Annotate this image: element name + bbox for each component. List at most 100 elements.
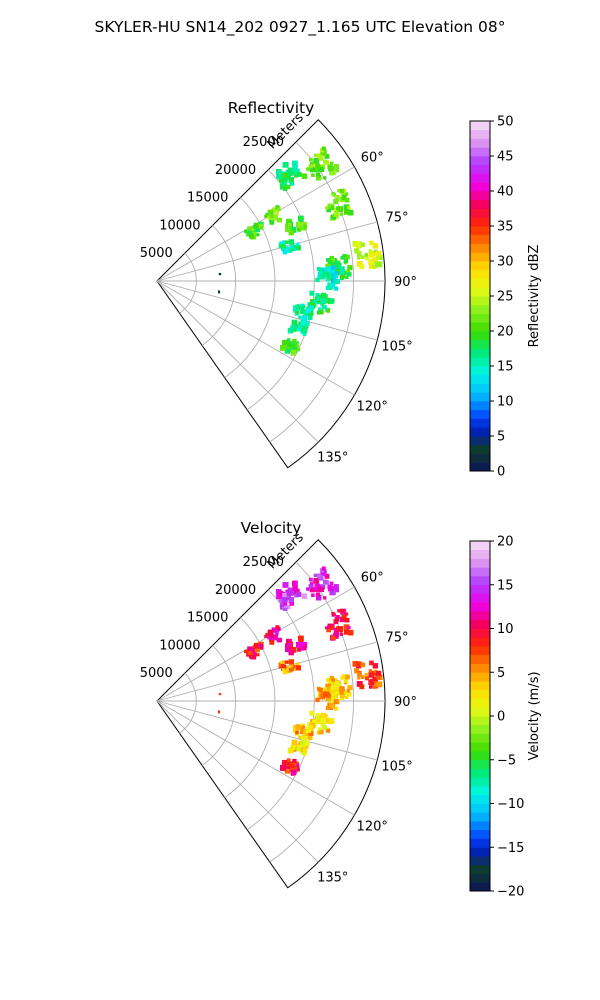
colorbar-segment — [470, 243, 490, 253]
echo-cell — [326, 207, 331, 213]
echo-cell — [372, 243, 379, 249]
colorbar-segment — [470, 304, 490, 314]
echo-cell — [217, 710, 220, 713]
echo-cell — [269, 220, 275, 225]
echo-cell — [290, 764, 295, 768]
echo-cell — [302, 725, 306, 729]
colorbar-segment — [470, 234, 490, 244]
echo-cell — [289, 243, 295, 248]
echo-cell — [290, 349, 297, 356]
colorbar-segment — [470, 278, 490, 288]
echo-cell — [327, 680, 333, 686]
echo-cell — [283, 582, 289, 588]
echo-cell — [345, 275, 349, 280]
echo-cell — [284, 666, 291, 673]
echo-cell — [365, 676, 369, 681]
echo-cell — [281, 596, 288, 603]
echo-cell — [287, 747, 294, 754]
echo-cell — [297, 642, 304, 648]
echo-cell — [325, 698, 329, 702]
echo-cell — [289, 346, 295, 353]
colorbar-segment — [470, 663, 490, 673]
echo-cell — [281, 176, 288, 183]
colorbar-label: Reflectivity dBZ — [527, 245, 542, 348]
range-tick-label: 15000 — [187, 611, 228, 626]
echo-cell — [333, 279, 339, 285]
echo-cell — [292, 160, 298, 167]
echo-cell — [295, 746, 302, 752]
echo-cell — [287, 642, 292, 647]
echo-cell — [304, 321, 310, 326]
echo-cell — [244, 649, 248, 654]
echo-cell — [376, 675, 381, 680]
echo-cell — [277, 217, 282, 223]
echo-cell — [315, 715, 321, 721]
colorbar-segment — [470, 182, 490, 192]
echo-cell — [324, 297, 331, 304]
echo-cell — [299, 645, 305, 651]
echo-cell — [331, 692, 336, 697]
echo-cell — [341, 195, 347, 200]
echo-cell — [302, 328, 308, 334]
echo-cell — [279, 183, 284, 188]
colorbar-segment — [470, 619, 490, 629]
echo-cell — [339, 692, 346, 698]
echo-cell — [335, 615, 340, 620]
colorbar-segment — [470, 882, 490, 892]
echo-cell — [315, 583, 321, 589]
echo-cell — [318, 267, 323, 273]
echo-cell — [359, 264, 365, 270]
echo-cell — [326, 678, 330, 682]
echo-cell — [299, 747, 305, 752]
echo-cell — [289, 663, 295, 668]
panel-title: Velocity — [241, 519, 302, 537]
colorbar-segment — [470, 366, 490, 376]
echo-cell — [296, 304, 300, 308]
echo-cell — [303, 310, 308, 315]
echo-cell — [259, 226, 264, 230]
echo-cell — [253, 222, 260, 229]
echo-cell — [250, 230, 256, 237]
echo-cell — [287, 327, 294, 334]
range-ring — [224, 197, 276, 378]
echo-cell — [343, 678, 349, 684]
echo-cell — [308, 311, 314, 316]
echo-cell — [292, 746, 296, 750]
echo-cell — [364, 253, 368, 257]
azimuth-spoke — [156, 700, 355, 816]
echo-cell — [280, 243, 285, 248]
echo-cell — [292, 165, 298, 172]
echo-cell — [369, 660, 374, 666]
colorbar-tick-label: 0 — [497, 465, 505, 480]
echo-cell — [345, 612, 349, 616]
echo-cell — [323, 725, 327, 729]
echo-cell — [344, 271, 348, 276]
echo-cell — [334, 620, 339, 625]
colorbar-segment — [470, 751, 490, 761]
echo-cell — [340, 676, 344, 680]
echo-cell — [317, 307, 321, 311]
colorbar-segment — [470, 129, 490, 139]
echo-cell — [253, 642, 260, 649]
echo-cell — [301, 173, 308, 179]
echo-cell — [296, 242, 300, 246]
echo-cell — [333, 271, 339, 277]
echo-cell — [346, 271, 352, 277]
colorbar-segment — [470, 567, 490, 577]
range-tick-label: 15000 — [187, 191, 228, 206]
echo-cell — [321, 146, 326, 151]
range-tick-label: 20000 — [215, 583, 256, 598]
range-tick-label: 5000 — [140, 246, 173, 261]
colorbar-segment — [470, 812, 490, 822]
colorbar-tick-label: 40 — [497, 185, 514, 200]
echo-cell — [280, 663, 285, 668]
echo-cell — [286, 761, 293, 768]
echo-cell — [278, 170, 284, 176]
echo-cell — [365, 256, 369, 261]
echo-cell — [309, 290, 315, 296]
echo-cell — [295, 591, 301, 597]
colorbar-tick-label: 50 — [497, 115, 514, 130]
echo-cell — [286, 341, 293, 348]
echo-cell — [317, 573, 322, 578]
echo-cell — [276, 627, 281, 631]
